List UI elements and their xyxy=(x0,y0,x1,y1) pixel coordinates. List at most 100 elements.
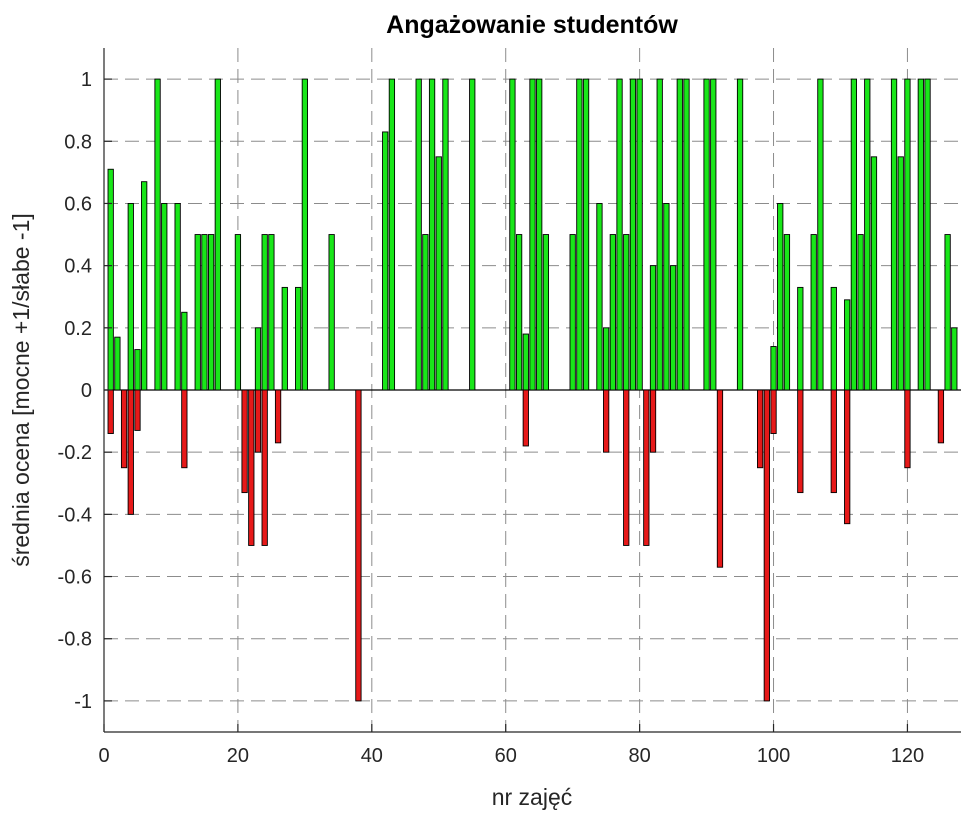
x-tick-label: 40 xyxy=(361,745,383,767)
bar-negative xyxy=(716,389,724,568)
bar-positive xyxy=(127,203,134,391)
bar-positive xyxy=(783,234,791,391)
bar-negative xyxy=(643,389,650,546)
bar-positive xyxy=(181,311,188,391)
bar-positive xyxy=(890,78,898,391)
bar-positive xyxy=(917,78,924,391)
bar-negative xyxy=(904,389,911,469)
bar-negative xyxy=(649,389,657,453)
bar-positive xyxy=(141,181,148,391)
bar-positive xyxy=(623,234,630,391)
bar-negative xyxy=(261,389,268,546)
bars xyxy=(107,78,958,702)
bar-positive xyxy=(710,78,717,391)
bar-positive xyxy=(596,203,603,391)
y-axis: -1 -0.8 -0.6 -0.4 -0.2 0 0.2 0.4 0.6 0.8 1 xyxy=(58,69,112,713)
x-axis: 0 20 40 60 80 100 120 xyxy=(98,724,924,767)
bar-positive xyxy=(609,234,616,391)
bar-positive xyxy=(616,78,623,391)
bar-positive xyxy=(435,156,442,391)
bar-positive xyxy=(864,78,871,391)
bar-positive xyxy=(582,78,590,391)
x-tick-label: 80 xyxy=(629,745,651,767)
bar-positive xyxy=(114,336,121,391)
bar-negative xyxy=(603,389,610,453)
bar-positive xyxy=(944,234,951,391)
x-tick-label: 60 xyxy=(495,745,517,767)
bar-positive xyxy=(850,78,858,391)
bar-positive xyxy=(174,203,181,391)
bar-positive xyxy=(268,234,275,391)
y-tick-label: 0 xyxy=(81,380,92,402)
bar-negative xyxy=(844,389,851,525)
bar-positive xyxy=(469,78,476,391)
y-tick-label: 0.2 xyxy=(64,318,92,340)
bar-positive xyxy=(154,78,161,391)
bar-positive xyxy=(669,265,677,391)
bar-negative xyxy=(770,389,777,434)
bar-positive xyxy=(281,286,288,391)
x-tick-label: 0 xyxy=(98,745,109,767)
bar-positive xyxy=(107,168,114,391)
bar-positive xyxy=(663,203,670,391)
bar-positive xyxy=(161,203,168,391)
bar-positive xyxy=(428,78,436,391)
bar-positive xyxy=(830,286,837,391)
bar-negative xyxy=(797,389,804,494)
bar-positive xyxy=(295,286,302,391)
bar-positive xyxy=(134,349,141,391)
bar-positive xyxy=(844,299,851,391)
bar-positive xyxy=(254,327,262,391)
x-tick-label: 120 xyxy=(891,745,924,767)
x-tick-label: 100 xyxy=(757,745,790,767)
bar-positive xyxy=(924,78,931,391)
bar-positive xyxy=(569,234,576,391)
bar-positive xyxy=(536,78,543,391)
bar-positive xyxy=(870,156,878,391)
bar-negative xyxy=(134,389,141,431)
bar-positive xyxy=(770,346,777,391)
y-axis-label: średnia ocena [mocne +1/słabe -1] xyxy=(8,213,34,567)
x-tick-label: 20 xyxy=(227,745,249,767)
bar-positive xyxy=(897,156,904,391)
y-tick-label: 0.6 xyxy=(64,193,92,215)
bar-positive xyxy=(857,234,864,391)
bar-positive xyxy=(810,234,817,391)
bar-positive xyxy=(649,265,657,391)
bar-negative xyxy=(254,389,262,453)
bar-negative xyxy=(241,389,248,494)
bar-positive xyxy=(234,234,242,391)
bar-negative xyxy=(181,389,188,469)
bar-positive xyxy=(194,234,201,391)
y-tick-label: 0.4 xyxy=(64,256,92,278)
bar-positive xyxy=(515,234,523,391)
bar-positive xyxy=(629,78,637,391)
bar-positive xyxy=(529,78,536,391)
bar-negative xyxy=(830,389,837,494)
bar-negative xyxy=(937,389,945,444)
y-tick-label: -0.2 xyxy=(58,442,92,464)
y-tick-label: -1 xyxy=(74,691,92,713)
bar-positive xyxy=(328,234,335,391)
bar-positive xyxy=(656,78,663,391)
bar-positive xyxy=(388,78,396,391)
bar-positive xyxy=(797,286,804,391)
bar-positive xyxy=(777,203,784,391)
bar-positive xyxy=(301,78,308,391)
bar-negative xyxy=(127,389,134,515)
bar-positive xyxy=(442,78,449,391)
bar-positive xyxy=(683,78,690,391)
bar-positive xyxy=(542,234,550,391)
bar-positive xyxy=(703,78,710,391)
bar-positive xyxy=(207,234,215,391)
bar-negative xyxy=(248,389,255,546)
bar-positive xyxy=(522,333,529,391)
y-tick-label: -0.4 xyxy=(58,504,92,526)
bar-positive xyxy=(509,78,516,391)
bar-negative xyxy=(107,389,114,434)
bar-negative xyxy=(274,389,282,444)
bar-positive xyxy=(201,234,208,391)
bar-positive xyxy=(951,327,958,391)
y-tick-label: -0.8 xyxy=(58,629,92,651)
bar-positive xyxy=(415,78,422,391)
